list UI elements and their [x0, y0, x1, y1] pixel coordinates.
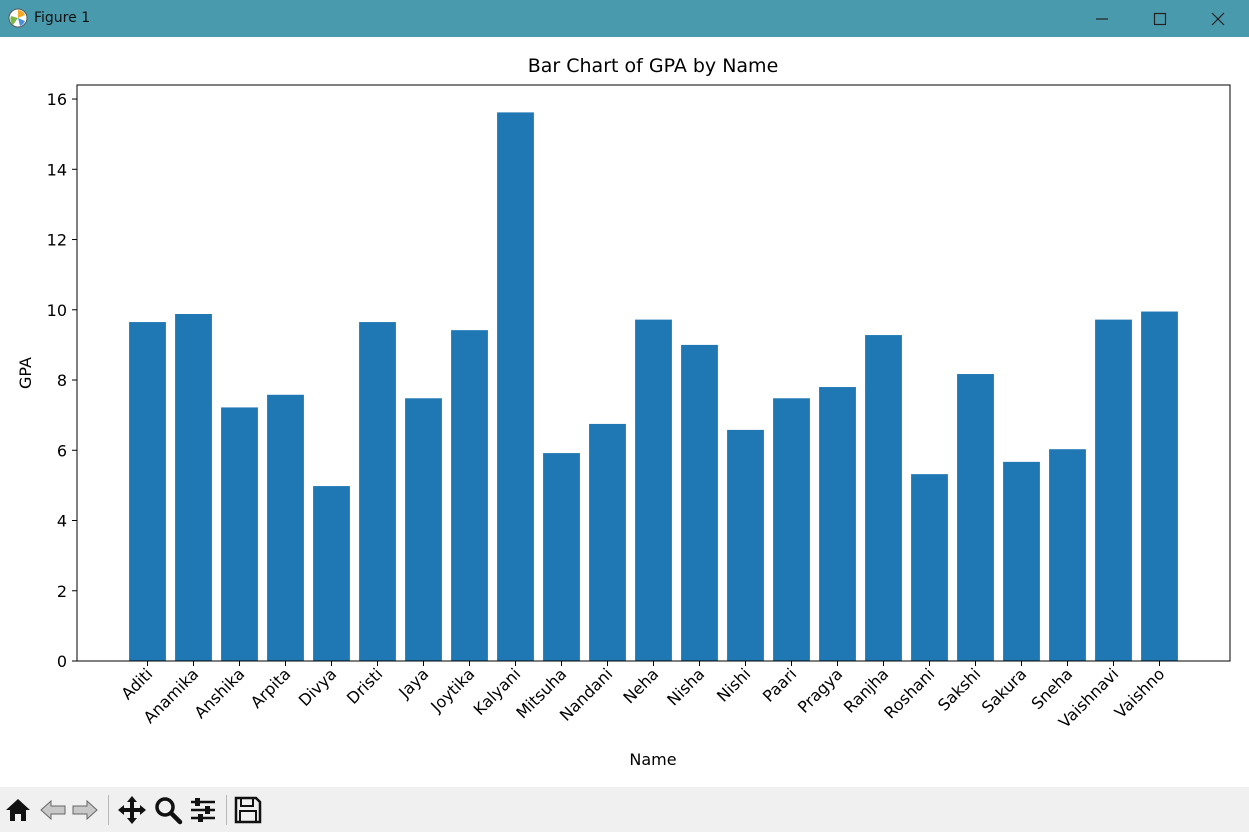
- y-tick-label: 10: [47, 301, 67, 320]
- home-icon: [6, 799, 30, 821]
- y-tick-label: 12: [47, 231, 67, 250]
- bar-pragya: [819, 387, 856, 661]
- y-tick-label: 8: [57, 371, 67, 390]
- maximize-button[interactable]: [1131, 0, 1189, 37]
- minimize-button[interactable]: [1073, 0, 1131, 37]
- x-tick-label: Dristi: [343, 664, 386, 707]
- bar-nandani: [589, 423, 626, 661]
- matplotlib-app-icon: [8, 8, 28, 28]
- x-tick-label: Jaya: [394, 664, 432, 702]
- bar-sakura: [1003, 461, 1040, 661]
- x-tick-label: Vaishno: [1111, 664, 1169, 722]
- figure-canvas[interactable]: 0 2 4 6 8 10 12 14 16 Aditi Anamika Anshika Arpita D…: [0, 37, 1249, 787]
- x-tick-label: Arpita: [247, 664, 295, 712]
- x-tick-label: Paari: [759, 664, 800, 705]
- x-tick-label: Sakshi: [934, 664, 984, 714]
- x-tick-label: Roshani: [880, 664, 938, 722]
- toolbar-separator: [226, 795, 227, 825]
- bar-sakshi: [957, 374, 994, 661]
- bar-ranjha: [865, 335, 902, 661]
- bar-divya: [313, 486, 350, 661]
- bar-vaishnavi: [1095, 319, 1132, 661]
- save-button[interactable]: [231, 793, 265, 827]
- y-tick-label: 2: [57, 582, 67, 601]
- y-tick-label: 0: [57, 652, 67, 671]
- bar-nisha: [681, 344, 718, 661]
- x-tick-label: Neha: [619, 664, 662, 707]
- bar-jaya: [405, 398, 442, 661]
- back-icon: [40, 799, 66, 821]
- minimize-icon: [1096, 17, 1108, 20]
- bar-paari: [773, 398, 810, 661]
- y-tick-label: 16: [47, 90, 67, 109]
- bar-mitsuha: [543, 453, 580, 661]
- zoom-button[interactable]: [151, 793, 185, 827]
- bar-joytika: [451, 330, 488, 661]
- configure-button[interactable]: [186, 793, 220, 827]
- navigation-toolbar: [0, 787, 1249, 832]
- y-tick-label: 6: [57, 441, 67, 460]
- bar-sneha: [1049, 449, 1086, 661]
- x-axis-label: Name: [629, 750, 676, 769]
- x-tick-label: Sakura: [978, 664, 1031, 717]
- bar-roshani: [911, 474, 948, 661]
- x-tick-label: Joytika: [426, 664, 478, 716]
- home-button[interactable]: [1, 793, 35, 827]
- zoom-icon: [155, 797, 183, 825]
- window-title: Figure 1: [34, 10, 91, 26]
- configure-icon: [191, 798, 215, 822]
- bar-nishi: [727, 429, 764, 661]
- y-axis-label: GPA: [16, 357, 35, 389]
- pan-icon: [118, 796, 146, 824]
- chart-title: Bar Chart of GPA by Name: [528, 55, 779, 77]
- bar-aditi: [129, 322, 166, 661]
- close-icon: [1211, 12, 1225, 25]
- bar-dristi: [359, 322, 396, 661]
- y-tick-label: 4: [57, 512, 67, 531]
- pan-button[interactable]: [115, 793, 149, 827]
- bars-group: [129, 112, 1178, 661]
- save-icon: [234, 796, 262, 824]
- x-tick-label: Divya: [295, 664, 341, 710]
- back-button[interactable]: [36, 793, 70, 827]
- maximize-icon: [1153, 12, 1167, 25]
- bar-kalyani: [497, 112, 534, 661]
- y-tick-label: 14: [47, 160, 67, 179]
- bar-anamika: [175, 313, 212, 661]
- title-bar: Figure 1: [0, 0, 1249, 37]
- bar-arpita: [267, 394, 304, 661]
- forward-button[interactable]: [68, 793, 102, 827]
- bar-neha: [635, 319, 672, 661]
- x-tick-label: Anshika: [190, 664, 248, 722]
- bar-vaishno: [1141, 311, 1178, 661]
- x-tick-label: Nishi: [713, 664, 754, 705]
- forward-icon: [72, 799, 98, 821]
- y-ticks-group: 0 2 4 6 8 10 12 14 16: [47, 90, 77, 671]
- close-button[interactable]: [1189, 0, 1247, 37]
- bar-anshika: [221, 407, 258, 661]
- x-tick-label: Pragya: [794, 664, 846, 716]
- toolbar-separator: [108, 795, 109, 825]
- x-tick-label: Aditi: [117, 664, 156, 703]
- x-tick-label: Nisha: [663, 664, 708, 709]
